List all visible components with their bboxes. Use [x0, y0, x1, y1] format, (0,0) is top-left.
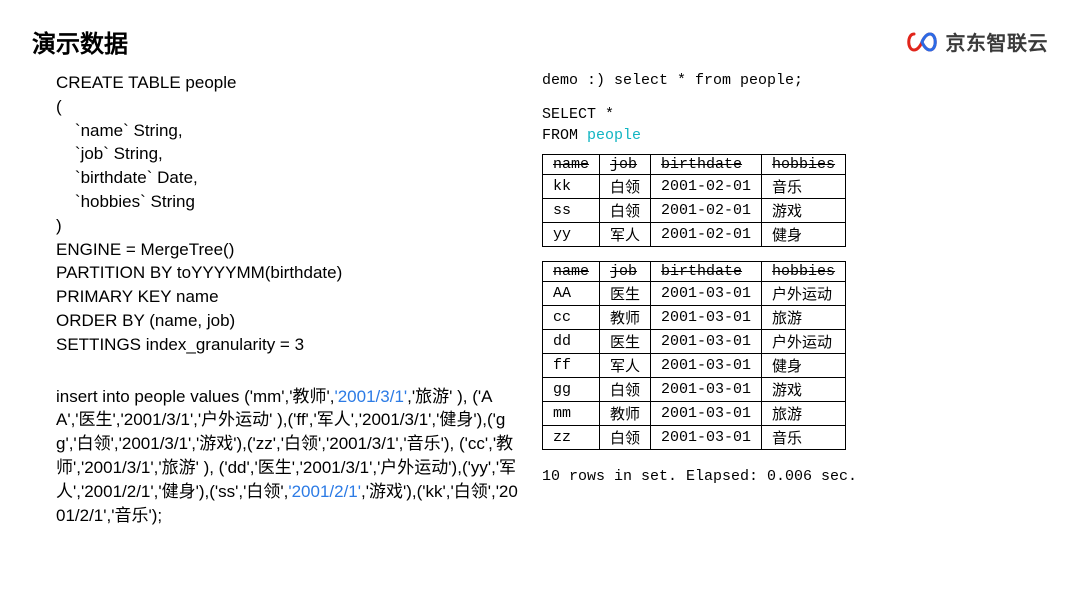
table-row: kk白领2001-02-01音乐 [543, 174, 846, 198]
table-header: name [543, 154, 600, 174]
table-header: birthdate [651, 154, 762, 174]
table-row: AA医生2001-03-01户外运动 [543, 281, 846, 305]
table-row: cc教师2001-03-01旅游 [543, 305, 846, 329]
table-cell: 医生 [600, 329, 651, 353]
table-cell: kk [543, 174, 600, 198]
table-row: zz白领2001-03-01音乐 [543, 425, 846, 449]
table-cell: 2001-03-01 [651, 401, 762, 425]
insert-hl-date-1: '2001/3/1' [334, 387, 407, 406]
result-table-2-wrap: namejobbirthdatehobbiesAA医生2001-03-01户外运… [542, 261, 1048, 450]
table-row: dd医生2001-03-01户外运动 [543, 329, 846, 353]
table-cell: ss [543, 198, 600, 222]
table-cell: 白领 [600, 198, 651, 222]
prompt-line: demo :) select * from people; [542, 71, 1048, 91]
table-cell: 户外运动 [762, 281, 846, 305]
table-cell: 教师 [600, 305, 651, 329]
table-cell: 2001-03-01 [651, 281, 762, 305]
page-title: 演示数据 [32, 24, 128, 59]
table-cell: 游戏 [762, 377, 846, 401]
table-cell: mm [543, 401, 600, 425]
table-cell: cc [543, 305, 600, 329]
table-header: job [600, 154, 651, 174]
table-cell: 2001-02-01 [651, 222, 762, 246]
table-cell: 2001-03-01 [651, 329, 762, 353]
table-cell: dd [543, 329, 600, 353]
table-cell: 军人 [600, 353, 651, 377]
table-cell: 旅游 [762, 305, 846, 329]
table-cell: 医生 [600, 281, 651, 305]
brand-text: 京东智联云 [946, 27, 1049, 56]
table-cell: 白领 [600, 425, 651, 449]
table-row: gg白领2001-03-01游戏 [543, 377, 846, 401]
table-cell: ff [543, 353, 600, 377]
result-footer: 10 rows in set. Elapsed: 0.006 sec. [542, 468, 1048, 485]
content-columns: CREATE TABLE people ( `name` String, `jo… [32, 71, 1048, 527]
left-panel: CREATE TABLE people ( `name` String, `jo… [32, 71, 522, 527]
table-cell: 健身 [762, 222, 846, 246]
table-reference: people [587, 127, 641, 144]
table-header: hobbies [762, 154, 846, 174]
table-row: ff军人2001-03-01健身 [543, 353, 846, 377]
table-cell: 2001-03-01 [651, 425, 762, 449]
insert-prefix: insert into people values ('mm','教师', [56, 387, 334, 406]
table-cell: yy [543, 222, 600, 246]
table-cell: zz [543, 425, 600, 449]
table-row: ss白领2001-02-01游戏 [543, 198, 846, 222]
result-table-2: namejobbirthdatehobbiesAA医生2001-03-01户外运… [542, 261, 846, 450]
table-cell: 健身 [762, 353, 846, 377]
insert-sql: insert into people values ('mm','教师','20… [56, 385, 522, 528]
table-cell: 旅游 [762, 401, 846, 425]
result-table-1: namejobbirthdatehobbieskk白领2001-02-01音乐s… [542, 154, 846, 247]
result-table-1-wrap: namejobbirthdatehobbieskk白领2001-02-01音乐s… [542, 154, 1048, 247]
table-row: mm教师2001-03-01旅游 [543, 401, 846, 425]
table-cell: 教师 [600, 401, 651, 425]
insert-hl-date-2: '2001/2/1' [288, 482, 361, 501]
table-header: name [543, 261, 600, 281]
table-row: yy军人2001-02-01健身 [543, 222, 846, 246]
table-cell: 白领 [600, 174, 651, 198]
create-table-sql: CREATE TABLE people ( `name` String, `jo… [56, 71, 522, 357]
table-cell: 2001-03-01 [651, 305, 762, 329]
select-stmt: SELECT * FROM people [542, 105, 1048, 146]
table-cell: 军人 [600, 222, 651, 246]
table-header: hobbies [762, 261, 846, 281]
table-cell: 户外运动 [762, 329, 846, 353]
select-star: * [605, 106, 614, 123]
table-cell: AA [543, 281, 600, 305]
infinity-icon [904, 30, 940, 54]
table-cell: 2001-02-01 [651, 198, 762, 222]
table-header: job [600, 261, 651, 281]
table-cell: gg [543, 377, 600, 401]
brand-logo: 京东智联云 [904, 27, 1049, 56]
header: 演示数据 京东智联云 [32, 24, 1048, 59]
table-cell: 2001-03-01 [651, 353, 762, 377]
table-cell: 白领 [600, 377, 651, 401]
table-header: birthdate [651, 261, 762, 281]
table-cell: 音乐 [762, 174, 846, 198]
from-keyword: FROM [542, 127, 587, 144]
table-cell: 2001-03-01 [651, 377, 762, 401]
table-cell: 游戏 [762, 198, 846, 222]
right-panel: demo :) select * from people; SELECT * F… [542, 71, 1048, 527]
table-cell: 2001-02-01 [651, 174, 762, 198]
select-keyword: SELECT [542, 106, 605, 123]
table-cell: 音乐 [762, 425, 846, 449]
